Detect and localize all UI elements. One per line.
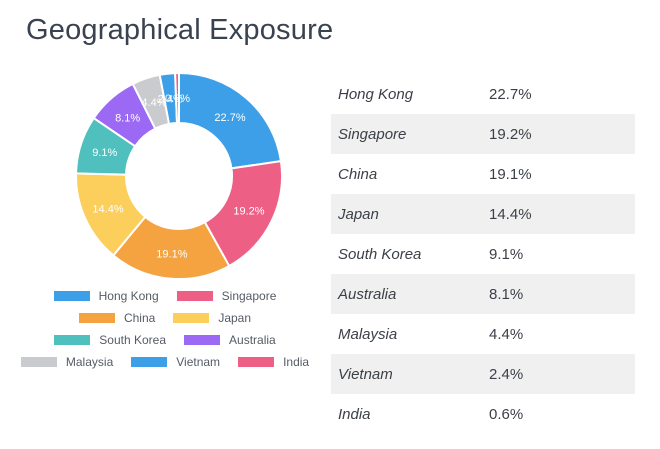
legend-item-india[interactable]: India bbox=[238, 355, 309, 369]
legend-swatch bbox=[78, 313, 115, 323]
legend-swatch bbox=[54, 335, 91, 345]
slice-label-malaysia: 4.4% bbox=[141, 97, 166, 109]
legend-swatch bbox=[20, 357, 57, 367]
country-percent: 9.1% bbox=[489, 245, 524, 263]
donut-chart: 22.7% 19.2% 19.1% 14.4% 9.1% 8.1%4.4%2.4%0.6% bbox=[75, 71, 283, 280]
legend-label: Australia bbox=[229, 333, 276, 347]
country-percent: 2.4% bbox=[489, 365, 524, 383]
country-name: Hong Kong bbox=[338, 85, 414, 103]
slice-label-vietnam: 2.4% bbox=[158, 93, 183, 105]
country-name: Singapore bbox=[338, 125, 407, 143]
table-row: India 0.6% bbox=[331, 394, 635, 434]
country-name: China bbox=[338, 165, 378, 183]
table-row: Japan 14.4% bbox=[331, 194, 635, 234]
country-name: South Korea bbox=[338, 245, 422, 263]
legend-label: China bbox=[123, 311, 156, 325]
legend-item-south-korea[interactable]: South Korea bbox=[54, 333, 166, 347]
country-name: Japan bbox=[338, 205, 379, 223]
table-row: China 19.1% bbox=[331, 154, 635, 194]
country-percent: 19.1% bbox=[489, 165, 532, 183]
legend-swatch bbox=[184, 335, 221, 345]
table-row: Singapore 19.2% bbox=[331, 114, 635, 154]
country-name: India bbox=[338, 405, 371, 423]
slice-label-south-korea: 9.1% bbox=[92, 147, 117, 159]
country-percent: 14.4% bbox=[489, 205, 532, 223]
country-percent: 0.6% bbox=[489, 405, 524, 423]
table-row: Malaysia 4.4% bbox=[331, 314, 635, 354]
slice-label-singapore: 19.2% bbox=[233, 206, 264, 218]
legend-swatch bbox=[53, 291, 90, 301]
slice-label-india: 0.6% bbox=[165, 93, 190, 105]
slice-india[interactable] bbox=[174, 71, 180, 125]
country-percent: 8.1% bbox=[489, 285, 524, 303]
table-row: South Korea 9.1% bbox=[331, 234, 635, 274]
slice-label-australia: 8.1% bbox=[115, 112, 140, 124]
legend-row: China Japan bbox=[0, 307, 330, 329]
country-percent: 19.2% bbox=[489, 125, 532, 143]
legend-item-hong-kong[interactable]: Hong Kong bbox=[53, 289, 159, 303]
table-row: Vietnam 2.4% bbox=[331, 354, 635, 394]
legend-row: Malaysia Vietnam India bbox=[0, 351, 330, 373]
legend-label: India bbox=[283, 355, 310, 369]
legend-label: Japan bbox=[218, 311, 252, 325]
country-name: Australia bbox=[338, 285, 397, 303]
country-percent: 4.4% bbox=[489, 325, 524, 343]
legend-swatch bbox=[176, 291, 213, 301]
legend-swatch bbox=[131, 357, 168, 367]
legend-item-japan[interactable]: Japan bbox=[173, 311, 251, 325]
legend-label: Hong Kong bbox=[98, 289, 159, 303]
legend-item-australia[interactable]: Australia bbox=[184, 333, 276, 347]
legend-label: Vietnam bbox=[176, 355, 221, 369]
table-row: Australia 8.1% bbox=[331, 274, 635, 314]
legend-item-singapore[interactable]: Singapore bbox=[176, 289, 277, 303]
slice-label-hong-kong: 22.7% bbox=[214, 112, 245, 124]
legend-label: South Korea bbox=[99, 333, 167, 347]
slice-hong-kong[interactable] bbox=[178, 71, 283, 170]
slice-label-japan: 14.4% bbox=[92, 203, 123, 215]
legend-label: Singapore bbox=[221, 289, 277, 303]
country-name: Malaysia bbox=[338, 325, 398, 343]
page-title: Geographical Exposure bbox=[26, 14, 334, 46]
chart-legend: Hong Kong Singapore China Japan South Ko… bbox=[0, 285, 330, 373]
legend-label: Malaysia bbox=[65, 355, 114, 369]
exposure-table: Hong Kong 22.7% Singapore 19.2% China 19… bbox=[331, 74, 635, 434]
legend-row: Hong Kong Singapore bbox=[0, 285, 330, 307]
country-percent: 22.7% bbox=[489, 85, 532, 103]
legend-item-malaysia[interactable]: Malaysia bbox=[20, 355, 114, 369]
table-row: Hong Kong 22.7% bbox=[331, 74, 635, 114]
slice-label-china: 19.1% bbox=[156, 249, 187, 261]
legend-item-vietnam[interactable]: Vietnam bbox=[131, 355, 220, 369]
legend-swatch bbox=[238, 357, 275, 367]
legend-item-china[interactable]: China bbox=[78, 311, 156, 325]
country-name: Vietnam bbox=[338, 365, 393, 383]
legend-swatch bbox=[173, 313, 210, 323]
legend-row: South Korea Australia bbox=[0, 329, 330, 351]
